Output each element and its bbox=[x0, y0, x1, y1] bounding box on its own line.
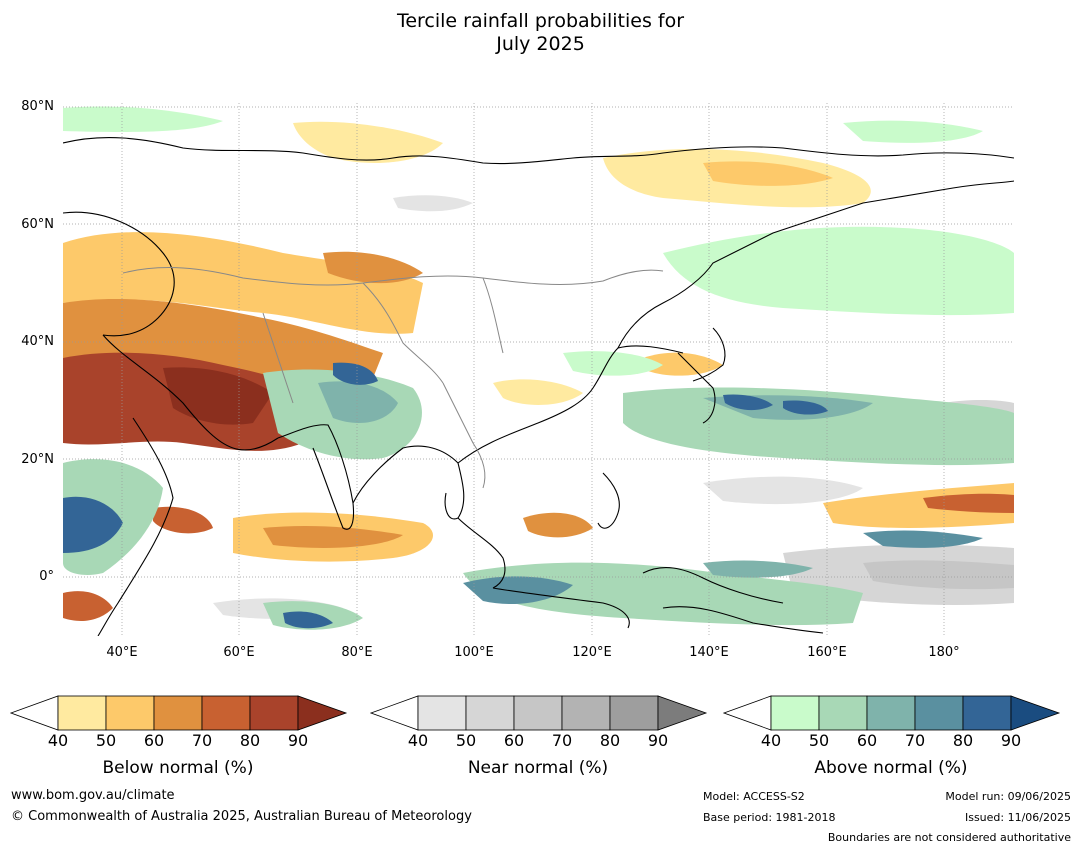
colorbar-below-segment-5 bbox=[249, 695, 299, 731]
colorbar-below-tick-80: 80 bbox=[239, 731, 261, 750]
colorbar-below-title: Below normal (%) bbox=[102, 758, 254, 778]
colorbar-above-tick-40: 40 bbox=[760, 731, 782, 750]
colorbar-below-tick-50: 50 bbox=[95, 731, 117, 750]
title-line-2: July 2025 bbox=[496, 33, 585, 55]
above-normal-regions bbox=[63, 106, 1014, 630]
colorbar-near-segment-1 bbox=[417, 695, 467, 731]
lat-label-40n: 40°N bbox=[21, 334, 54, 349]
map-title: Tercile rainfall probabilities for July … bbox=[0, 10, 1081, 56]
colorbar-near-low-triangle bbox=[370, 695, 419, 731]
lon-label-60e: 60°E bbox=[223, 645, 255, 660]
colorbar-below-normal bbox=[10, 695, 348, 731]
lon-label-40e: 40°E bbox=[106, 645, 138, 660]
rainfall-map bbox=[63, 103, 1014, 636]
colorbar-near-tick-90: 90 bbox=[647, 731, 669, 750]
website-link[interactable]: www.bom.gov.au/climate bbox=[11, 788, 175, 803]
colorbar-above-segment-2 bbox=[818, 695, 868, 731]
issued-label: Issued: 11/06/2025 bbox=[964, 811, 1071, 824]
colorbar-near-title: Near normal (%) bbox=[467, 758, 609, 778]
model-run-label: Model run: 09/06/2025 bbox=[945, 790, 1071, 803]
base-period-label: Base period: 1981-2018 bbox=[703, 811, 836, 824]
colorbar-below-tick-70: 70 bbox=[191, 731, 213, 750]
colorbar-below-segment-2 bbox=[105, 695, 155, 731]
lon-label-140e: 140°E bbox=[689, 645, 729, 660]
coastlines bbox=[63, 137, 1014, 636]
country-boundaries bbox=[122, 267, 664, 489]
lon-label-160e: 160°E bbox=[807, 645, 847, 660]
colorbar-above-low-triangle bbox=[723, 695, 772, 731]
colorbar-below-tick-60: 60 bbox=[143, 731, 165, 750]
lon-label-120e: 120°E bbox=[572, 645, 612, 660]
lat-label-0: 0° bbox=[39, 569, 54, 584]
colorbar-above-segment-1 bbox=[770, 695, 820, 731]
colorbar-above-tick-50: 50 bbox=[808, 731, 830, 750]
colorbar-near-tick-50: 50 bbox=[455, 731, 477, 750]
lat-label-60n: 60°N bbox=[21, 217, 54, 232]
colorbar-near-tick-70: 70 bbox=[551, 731, 573, 750]
colorbar-above-tick-90: 90 bbox=[1000, 731, 1022, 750]
colorbar-near-segment-5 bbox=[609, 695, 659, 731]
colorbar-above-segment-4 bbox=[914, 695, 964, 731]
colorbar-near-segment-3 bbox=[513, 695, 563, 731]
lon-label-80e: 80°E bbox=[341, 645, 373, 660]
colorbar-below-tick-90: 90 bbox=[287, 731, 309, 750]
colorbar-above-normal bbox=[723, 695, 1061, 731]
map-canvas bbox=[63, 103, 1014, 636]
colorbar-above-tick-60: 60 bbox=[856, 731, 878, 750]
title-line-1: Tercile rainfall probabilities for bbox=[396, 10, 685, 32]
colorbar-above-segment-3 bbox=[866, 695, 916, 731]
lon-label-180: 180° bbox=[928, 645, 960, 660]
colorbar-near-segment-2 bbox=[465, 695, 515, 731]
colorbar-below-tick-40: 40 bbox=[47, 731, 69, 750]
copyright-text: © Commonwealth of Australia 2025, Austra… bbox=[11, 809, 472, 824]
colorbar-above-title: Above normal (%) bbox=[814, 758, 968, 778]
colorbar-above-high-triangle bbox=[1010, 695, 1061, 731]
model-label: Model: ACCESS-S2 bbox=[703, 790, 805, 803]
colorbar-below-high-triangle bbox=[297, 695, 348, 731]
colorbar-near-tick-40: 40 bbox=[407, 731, 429, 750]
colorbar-near-high-triangle bbox=[657, 695, 708, 731]
lat-label-80n: 80°N bbox=[21, 99, 54, 114]
colorbar-near-segment-4 bbox=[561, 695, 611, 731]
colorbar-below-segment-4 bbox=[201, 695, 251, 731]
colorbar-near-tick-60: 60 bbox=[503, 731, 525, 750]
colorbar-near-tick-80: 80 bbox=[599, 731, 621, 750]
lat-label-20n: 20°N bbox=[21, 452, 54, 467]
colorbar-above-segment-5 bbox=[962, 695, 1012, 731]
colorbar-above-tick-80: 80 bbox=[952, 731, 974, 750]
colorbar-below-low-triangle bbox=[10, 695, 59, 731]
map-gridlines bbox=[63, 103, 1014, 636]
boundaries-disclaimer: Boundaries are not considered authoritat… bbox=[827, 831, 1071, 844]
colorbar-below-segment-1 bbox=[57, 695, 107, 731]
lon-label-100e: 100°E bbox=[454, 645, 494, 660]
colorbar-above-tick-70: 70 bbox=[904, 731, 926, 750]
colorbar-near-normal bbox=[370, 695, 708, 731]
colorbar-below-segment-3 bbox=[153, 695, 203, 731]
